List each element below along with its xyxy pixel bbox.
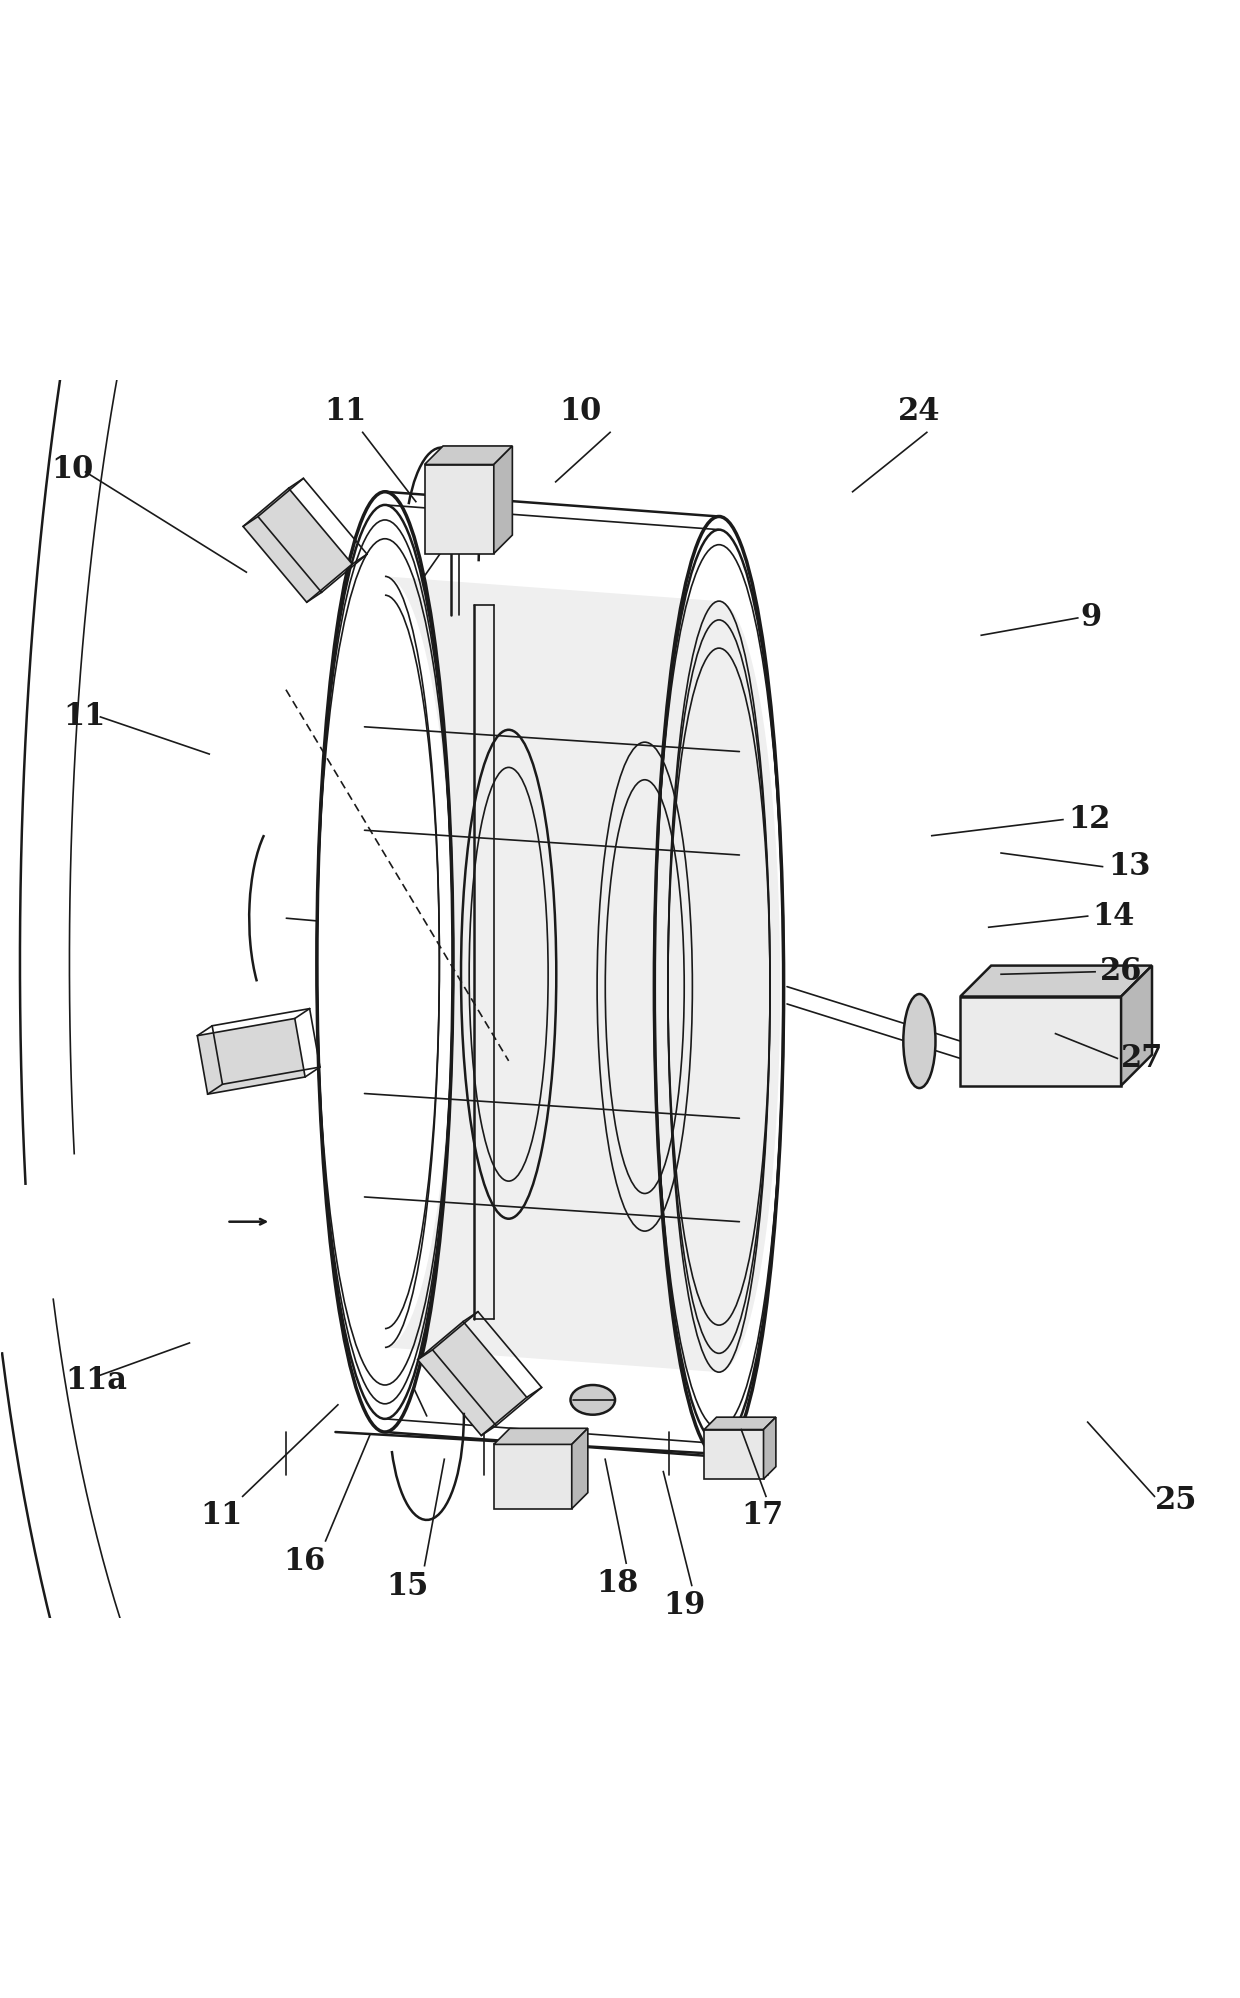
Text: 11: 11 [201, 1500, 243, 1530]
Text: 11: 11 [63, 701, 105, 733]
Polygon shape [418, 1321, 527, 1435]
Text: 15: 15 [386, 1570, 428, 1602]
Polygon shape [704, 1417, 776, 1429]
Ellipse shape [570, 1385, 615, 1415]
Text: 25: 25 [1154, 1485, 1197, 1516]
Polygon shape [572, 1429, 588, 1508]
Polygon shape [424, 464, 494, 553]
Text: 19: 19 [663, 1590, 706, 1622]
Polygon shape [494, 1429, 588, 1445]
Polygon shape [1121, 965, 1152, 1085]
Text: 11a: 11a [66, 1365, 128, 1395]
Text: 14: 14 [1092, 901, 1135, 931]
Text: 26: 26 [1100, 957, 1142, 987]
Polygon shape [704, 1429, 764, 1479]
Text: 12: 12 [1068, 803, 1110, 835]
Polygon shape [494, 446, 512, 553]
Text: 16: 16 [284, 1546, 326, 1576]
Text: 9: 9 [1080, 603, 1101, 633]
Polygon shape [384, 575, 780, 1373]
Text: 17: 17 [742, 1500, 784, 1530]
Text: 11: 11 [324, 396, 367, 428]
Polygon shape [243, 488, 352, 601]
Text: 10: 10 [51, 454, 93, 486]
Polygon shape [764, 1417, 776, 1479]
Text: 13: 13 [1109, 851, 1151, 883]
Polygon shape [960, 997, 1121, 1085]
Text: 24: 24 [898, 396, 941, 428]
Text: 27: 27 [1121, 1043, 1163, 1073]
Polygon shape [424, 446, 512, 464]
Text: 10: 10 [559, 396, 601, 428]
Text: 18: 18 [596, 1568, 639, 1598]
Polygon shape [197, 1019, 305, 1095]
Ellipse shape [903, 995, 935, 1089]
Polygon shape [494, 1445, 572, 1508]
Polygon shape [960, 965, 1152, 997]
